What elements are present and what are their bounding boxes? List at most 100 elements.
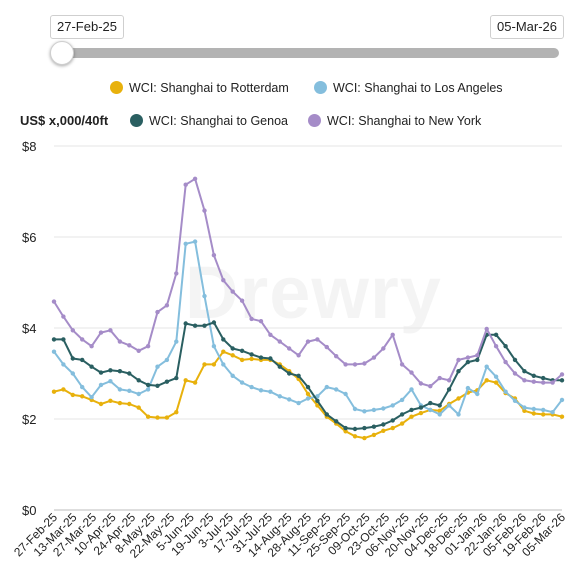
data-point-series-4 bbox=[296, 353, 301, 358]
data-point-series-1 bbox=[315, 403, 320, 408]
data-point-series-4 bbox=[108, 328, 113, 333]
data-point-series-2 bbox=[409, 387, 414, 392]
data-point-series-1 bbox=[145, 414, 151, 419]
data-point-series-2 bbox=[334, 387, 339, 392]
data-point-series-3 bbox=[51, 337, 57, 342]
data-point-series-2 bbox=[174, 339, 179, 344]
data-point-series-3 bbox=[98, 370, 104, 375]
data-point-series-2 bbox=[239, 380, 245, 385]
data-point-series-4 bbox=[202, 208, 207, 213]
data-point-series-3 bbox=[61, 337, 66, 342]
data-point-series-2 bbox=[484, 364, 489, 369]
data-point-series-4 bbox=[559, 372, 565, 377]
data-point-series-2 bbox=[117, 387, 123, 392]
data-point-series-4 bbox=[493, 344, 499, 349]
data-point-series-1 bbox=[117, 400, 123, 406]
data-point-series-1 bbox=[399, 421, 405, 426]
data-point-series-2 bbox=[493, 374, 499, 379]
data-point-series-3 bbox=[108, 368, 113, 373]
data-point-series-4 bbox=[465, 355, 471, 360]
data-point-series-4 bbox=[484, 326, 489, 332]
data-point-series-2 bbox=[296, 400, 301, 406]
data-point-series-1 bbox=[98, 401, 104, 407]
data-point-series-2 bbox=[550, 410, 555, 415]
data-point-series-4 bbox=[343, 362, 348, 367]
data-point-series-1 bbox=[202, 362, 207, 367]
y-tick-label: $0 bbox=[22, 503, 36, 518]
data-point-series-3 bbox=[381, 422, 386, 427]
data-point-series-1 bbox=[211, 362, 217, 367]
data-point-series-2 bbox=[446, 403, 452, 408]
data-point-series-3 bbox=[503, 344, 508, 349]
data-point-series-2 bbox=[428, 407, 433, 413]
data-point-series-3 bbox=[334, 419, 339, 424]
legend-item-new-york[interactable]: WCI: Shanghai to New York bbox=[308, 112, 481, 130]
series-line-3 bbox=[53, 321, 563, 430]
data-point-series-2 bbox=[531, 406, 536, 412]
data-point-series-4 bbox=[531, 379, 536, 384]
legend-item-los-angeles[interactable]: WCI: Shanghai to Los Angeles bbox=[314, 79, 503, 97]
data-point-series-1 bbox=[221, 349, 226, 354]
data-point-series-3 bbox=[362, 425, 367, 431]
data-point-series-4 bbox=[399, 362, 405, 367]
data-point-series-4 bbox=[456, 357, 461, 363]
data-point-series-4 bbox=[61, 314, 66, 319]
data-point-series-1 bbox=[108, 398, 113, 403]
data-point-series-4 bbox=[315, 337, 320, 342]
data-point-series-3 bbox=[559, 378, 565, 383]
y-tick-label: $2 bbox=[22, 412, 36, 427]
data-point-series-3 bbox=[155, 383, 160, 388]
legend-label: WCI: Shanghai to Los Angeles bbox=[333, 81, 503, 95]
data-point-series-2 bbox=[465, 385, 471, 391]
data-point-series-2 bbox=[202, 293, 207, 299]
data-point-series-2 bbox=[136, 391, 141, 397]
range-slider-track[interactable] bbox=[52, 48, 559, 58]
data-point-series-1 bbox=[522, 408, 527, 413]
data-point-series-2 bbox=[80, 384, 85, 390]
y-tick-label: $8 bbox=[22, 139, 36, 154]
data-point-series-3 bbox=[80, 357, 85, 363]
data-point-series-1 bbox=[164, 415, 170, 420]
data-point-series-4 bbox=[362, 361, 367, 366]
data-point-series-2 bbox=[268, 389, 273, 394]
data-point-series-3 bbox=[136, 378, 141, 383]
data-point-series-2 bbox=[89, 395, 94, 400]
data-point-series-4 bbox=[89, 344, 94, 349]
data-point-series-3 bbox=[437, 403, 442, 408]
data-point-series-2 bbox=[127, 388, 132, 393]
data-point-series-3 bbox=[230, 346, 235, 351]
y-axis-title: US$ x,000/40ft bbox=[20, 113, 109, 128]
data-point-series-1 bbox=[531, 411, 536, 416]
data-point-series-3 bbox=[371, 424, 377, 429]
data-point-series-3 bbox=[164, 379, 170, 384]
legend-marker-icon bbox=[110, 81, 123, 94]
range-slider-handle[interactable] bbox=[50, 41, 74, 65]
data-point-series-2 bbox=[230, 373, 235, 378]
data-point-series-2 bbox=[51, 349, 57, 354]
data-point-series-1 bbox=[437, 408, 442, 413]
data-point-series-2 bbox=[503, 389, 508, 394]
data-point-series-1 bbox=[155, 415, 160, 420]
legend-item-rotterdam[interactable]: WCI: Shanghai to Rotterdam bbox=[110, 79, 289, 97]
data-point-series-1 bbox=[484, 378, 489, 383]
data-point-series-2 bbox=[371, 407, 377, 413]
data-point-series-2 bbox=[541, 407, 546, 413]
data-point-series-3 bbox=[409, 407, 414, 413]
data-point-series-1 bbox=[305, 391, 311, 397]
data-point-series-3 bbox=[296, 373, 301, 378]
data-point-series-4 bbox=[324, 344, 329, 350]
data-point-series-4 bbox=[249, 316, 254, 322]
range-start-date[interactable]: 27-Feb-25 bbox=[50, 15, 124, 39]
data-point-series-1 bbox=[70, 392, 76, 398]
legend-label: WCI: Shanghai to Genoa bbox=[149, 114, 288, 128]
data-point-series-3 bbox=[352, 426, 358, 432]
data-point-series-3 bbox=[202, 323, 207, 328]
range-end-date[interactable]: 05-Mar-26 bbox=[490, 15, 564, 39]
legend-item-genoa[interactable]: WCI: Shanghai to Genoa bbox=[130, 112, 288, 130]
data-point-series-3 bbox=[287, 371, 292, 376]
data-point-series-2 bbox=[522, 405, 527, 410]
data-point-series-4 bbox=[409, 370, 414, 375]
data-point-series-3 bbox=[541, 375, 546, 381]
data-point-series-4 bbox=[512, 371, 518, 376]
data-point-series-4 bbox=[390, 332, 395, 337]
